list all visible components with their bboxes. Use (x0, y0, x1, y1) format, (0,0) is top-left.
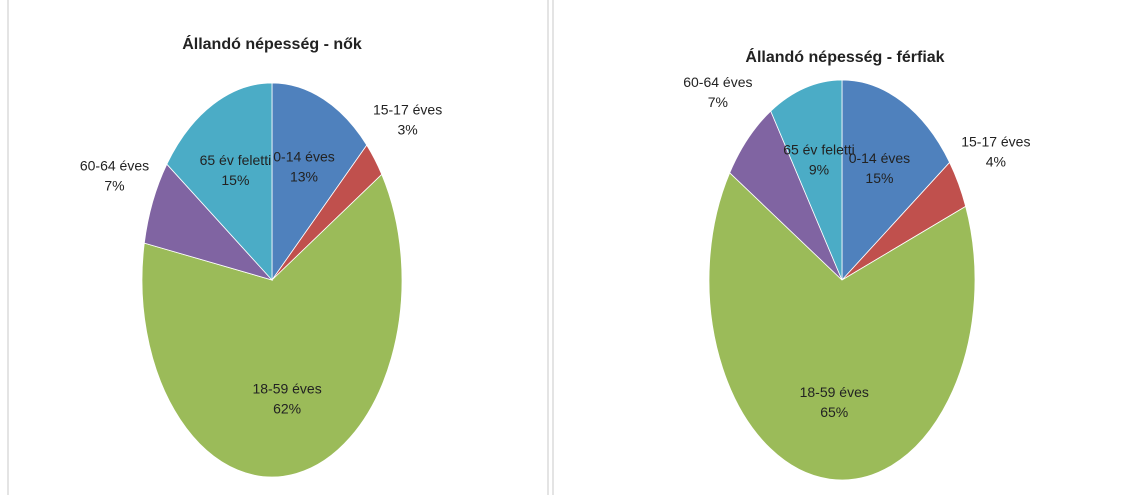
slice-label: 18-59 éves (800, 384, 869, 400)
slice-label: 60-64 éves (80, 157, 149, 173)
pie-slice (166, 82, 273, 282)
slice-value-label: 4% (986, 154, 1006, 170)
slice-label: 15-17 éves (961, 134, 1030, 150)
slice-label: 18-59 éves (252, 381, 321, 397)
slice-value-label: 15% (865, 170, 893, 186)
chart-title: Állandó népesség - nők (182, 34, 362, 53)
slice-value-label: 15% (221, 172, 249, 188)
slice-value-label: 7% (708, 94, 728, 110)
slice-label: 65 év feletti (200, 152, 272, 168)
slice-label: 65 év feletti (783, 142, 855, 158)
slice-value-label: 3% (397, 121, 417, 137)
slice-value-label: 62% (273, 401, 301, 417)
pie-slice (271, 82, 368, 282)
slice-label: 15-17 éves (373, 101, 442, 117)
slice-label: 0-14 éves (849, 150, 910, 166)
slice-value-label: 9% (809, 162, 829, 178)
slice-value-label: 7% (104, 177, 124, 193)
pie-slice (141, 173, 403, 478)
pie-slice (770, 79, 843, 281)
slice-label: 0-14 éves (273, 149, 334, 165)
slice-value-label: 65% (820, 404, 848, 420)
pie-slice (841, 79, 951, 282)
slice-label: 60-64 éves (683, 74, 752, 90)
slice-value-label: 13% (290, 169, 318, 185)
chart-title: Állandó népesség - férfiak (745, 47, 944, 66)
pie-slice (708, 172, 976, 481)
